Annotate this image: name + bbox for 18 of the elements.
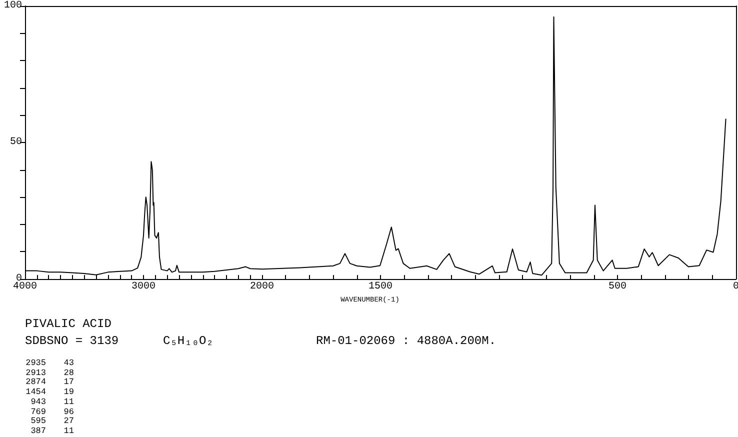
text: C₅H₁₀O₂: [163, 334, 214, 348]
text: 943 11: [30, 396, 74, 407]
text: 1454 19: [26, 387, 74, 398]
x-tick-label: 2000: [250, 282, 274, 292]
x-tick-label: 3000: [131, 282, 156, 292]
text: RM-01-02069 : 4880A.200M.: [316, 334, 496, 348]
text: 2874 17: [26, 377, 74, 388]
y-tick-label: 100: [4, 0, 22, 12]
text: 769 96: [30, 406, 74, 416]
text: PIVALIC ACID: [25, 317, 112, 331]
x-tick-label: 1500: [368, 282, 393, 292]
text: 595 27: [30, 416, 74, 426]
y-tick-label: 50: [10, 137, 22, 148]
text: 2935 43: [26, 358, 74, 368]
text: 2913 28: [26, 368, 74, 378]
x-tick-label: 500: [608, 282, 627, 292]
text: SDBSNO = 3139: [25, 334, 119, 348]
text: 387 11: [30, 426, 74, 436]
